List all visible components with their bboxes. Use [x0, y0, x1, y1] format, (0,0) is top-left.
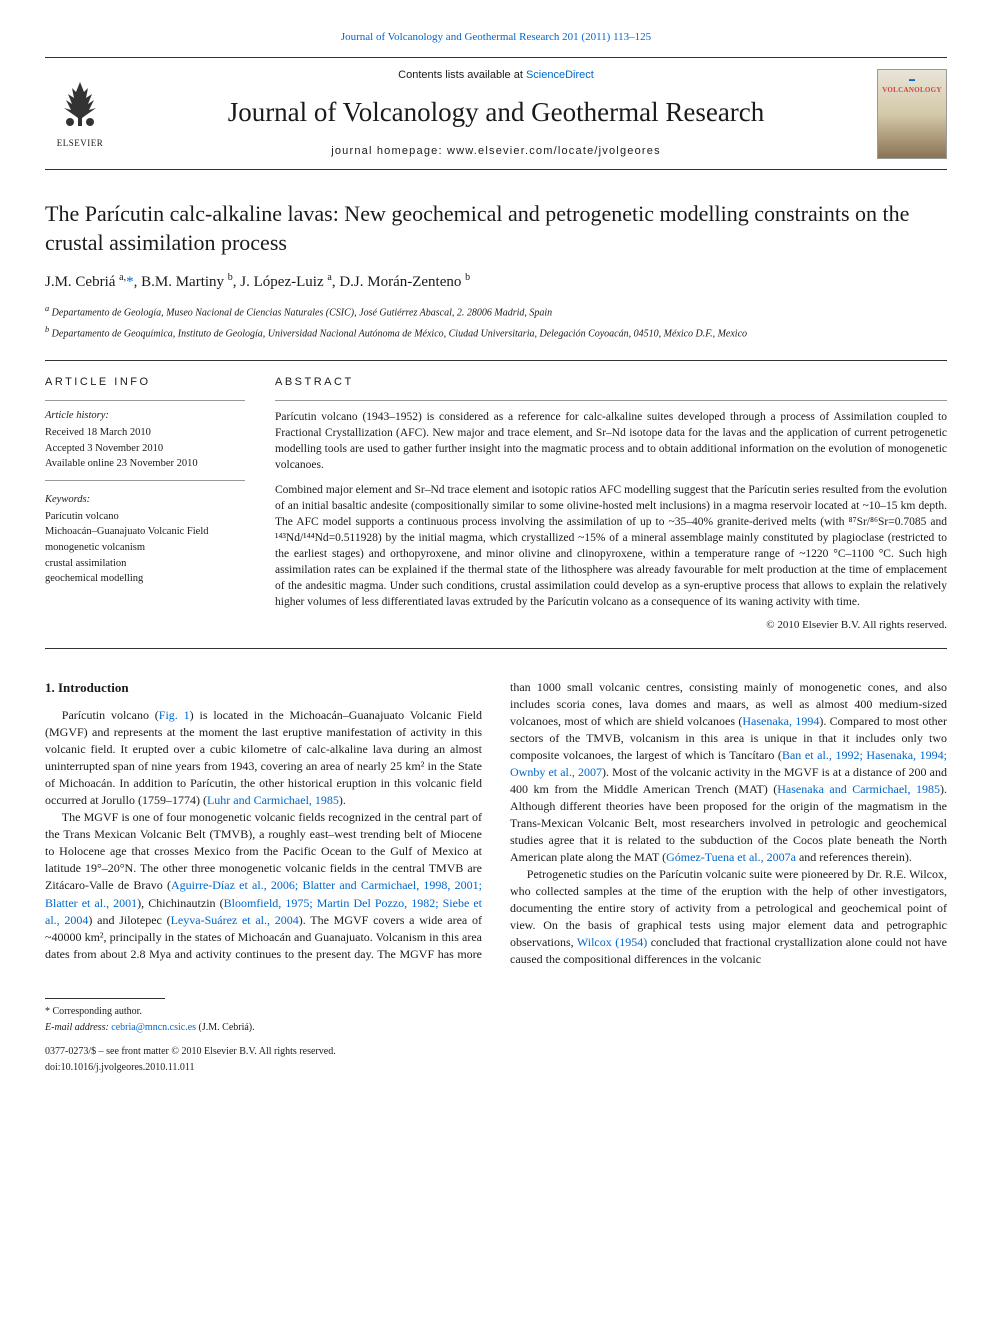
ref-luhr-1985[interactable]: Luhr and Carmichael, 1985 [207, 793, 339, 807]
affiliation: b Departamento de Geoquímica, Instituto … [45, 324, 947, 341]
history-accepted: Accepted 3 November 2010 [45, 442, 245, 457]
doi-line: doi:10.1016/j.jvolgeores.2010.11.011 [45, 1061, 947, 1075]
email-label: E-mail address: [45, 1022, 111, 1033]
ref-hasenaka-1994[interactable]: Hasenaka, 1994 [742, 714, 819, 728]
article-title: The Parícutin calc-alkaline lavas: New g… [45, 200, 947, 257]
homepage-url: www.elsevier.com/locate/jvolgeores [447, 145, 661, 157]
ref-leyva-2004[interactable]: Leyva-Suárez et al., 2004 [171, 913, 299, 927]
keyword: Parícutin volcano [45, 510, 245, 525]
fig1-link[interactable]: Fig. 1 [159, 708, 190, 722]
article-info-heading: article info [45, 375, 245, 390]
contents-prefix: Contents lists available at [398, 69, 526, 81]
top-journal-ref: Journal of Volcanology and Geothermal Re… [45, 30, 947, 45]
top-journal-ref-link[interactable]: Journal of Volcanology and Geothermal Re… [341, 31, 651, 43]
doi-link[interactable]: 10.1016/j.jvolgeores.2010.11.011 [61, 1062, 195, 1073]
heading-introduction: 1. Introduction [45, 679, 482, 697]
journal-name: Journal of Volcanology and Geothermal Re… [130, 94, 862, 132]
journal-cover-thumb: ▬ VOLCANOLOGY [877, 69, 947, 159]
cover-title: VOLCANOLOGY [882, 86, 942, 96]
info-abstract-row: article info Article history: Received 1… [45, 360, 947, 649]
keywords-block: Keywords: Parícutin volcanoMichoacán–Gua… [45, 493, 245, 587]
history-online: Available online 23 November 2010 [45, 457, 245, 472]
authors: J.M. Cebriá a,*, B.M. Martiny b, J. Lópe… [45, 271, 947, 293]
body-text: 1. Introduction Parícutin volcano (Fig. … [45, 679, 947, 969]
masthead: ELSEVIER Contents lists available at Sci… [45, 57, 947, 170]
issn-line: 0377-0273/$ – see front matter © 2010 El… [45, 1045, 947, 1059]
keyword: monogenetic volcanism [45, 541, 245, 556]
masthead-center: Contents lists available at ScienceDirec… [130, 68, 862, 159]
footer-rule [45, 998, 165, 999]
history-received: Received 18 March 2010 [45, 426, 245, 441]
corresponding-author: * Corresponding author. [45, 1005, 947, 1019]
keywords-label: Keywords: [45, 493, 245, 508]
elsevier-name: ELSEVIER [57, 137, 104, 150]
affiliation: a Departamento de Geología, Museo Nacion… [45, 303, 947, 320]
ref-gomez-2007[interactable]: Gómez-Tuena et al., 2007a [666, 850, 796, 864]
homepage-prefix: journal homepage: [331, 145, 447, 157]
abstract-heading: abstract [275, 375, 947, 390]
keyword: crustal assimilation [45, 557, 245, 572]
sciencedirect-link[interactable]: ScienceDirect [526, 69, 594, 81]
body-p3: Petrogenetic studies on the Parícutin vo… [510, 866, 947, 968]
homepage-line: journal homepage: www.elsevier.com/locat… [130, 144, 862, 159]
abstract: abstract Parícutin volcano (1943–1952) i… [275, 375, 947, 634]
email-suffix: (J.M. Cebriá). [196, 1022, 255, 1033]
cover-top-bar: ▬ [909, 76, 915, 84]
elsevier-logo: ELSEVIER [45, 74, 115, 154]
email-link[interactable]: cebria@mncn.csic.es [111, 1022, 196, 1033]
info-rule-2 [45, 480, 245, 481]
abstract-rule [275, 400, 947, 401]
abstract-p2: Combined major element and Sr–Nd trace e… [275, 482, 947, 611]
email-line: E-mail address: cebria@mncn.csic.es (J.M… [45, 1021, 947, 1035]
keyword: geochemical modelling [45, 572, 245, 587]
ref-hasenaka-1985[interactable]: Hasenaka and Carmichael, 1985 [777, 782, 940, 796]
elsevier-tree-icon [56, 78, 104, 135]
body-p1: Parícutin volcano (Fig. 1) is located in… [45, 707, 482, 809]
abstract-p1: Parícutin volcano (1943–1952) is conside… [275, 409, 947, 473]
keyword: Michoacán–Guanajuato Volcanic Field [45, 525, 245, 540]
footer: * Corresponding author. E-mail address: … [45, 998, 947, 1075]
ref-wilcox-1954[interactable]: Wilcox (1954) [577, 935, 647, 949]
copyright-block: 0377-0273/$ – see front matter © 2010 El… [45, 1045, 947, 1075]
contents-line: Contents lists available at ScienceDirec… [130, 68, 862, 83]
article-info: article info Article history: Received 1… [45, 375, 245, 634]
history-label: Article history: [45, 409, 245, 424]
info-rule [45, 400, 245, 401]
abstract-copyright: © 2010 Elsevier B.V. All rights reserved… [275, 618, 947, 633]
